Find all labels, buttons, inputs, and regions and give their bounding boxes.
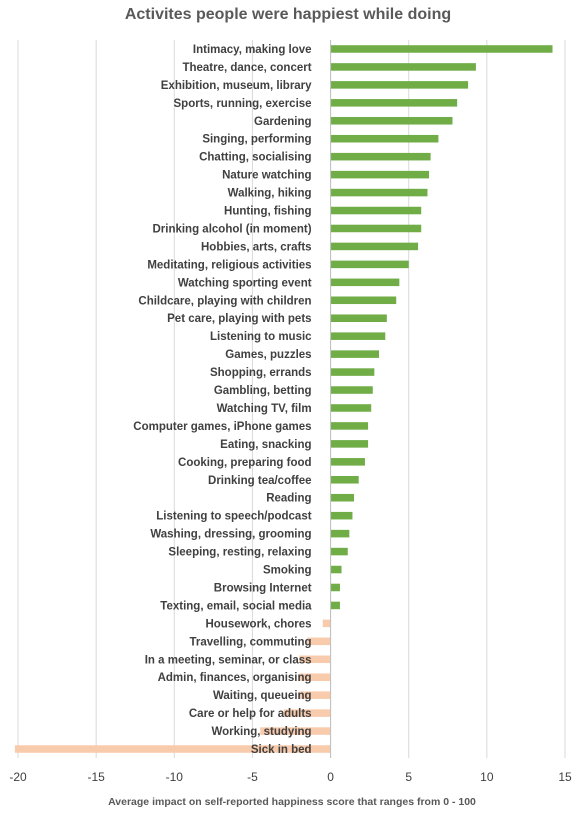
x-tick-label: -20 bbox=[9, 770, 27, 784]
bar bbox=[330, 458, 365, 466]
bar bbox=[330, 547, 348, 556]
category-label: Childcare, playing with children bbox=[138, 295, 311, 307]
x-tick-label: -10 bbox=[166, 770, 184, 784]
category-label: Sports, running, exercise bbox=[174, 98, 312, 110]
bar bbox=[330, 601, 340, 610]
category-label: Washing, dressing, grooming bbox=[150, 529, 311, 541]
bar bbox=[330, 188, 428, 197]
bar bbox=[330, 493, 355, 502]
bar bbox=[330, 583, 340, 592]
bar bbox=[330, 117, 453, 125]
bar bbox=[330, 45, 553, 53]
x-tick-label: 5 bbox=[405, 770, 412, 784]
category-label: Nature watching bbox=[222, 170, 311, 182]
category-label: Cooking, preparing food bbox=[178, 457, 312, 469]
category-label: Hobbies, arts, crafts bbox=[201, 241, 312, 253]
category-label: Travelling, commuting bbox=[190, 636, 312, 648]
bar bbox=[330, 314, 387, 322]
category-label: Singing, performing bbox=[202, 134, 311, 146]
bar bbox=[330, 224, 422, 233]
bar bbox=[260, 727, 331, 735]
x-tick-label: 15 bbox=[558, 770, 572, 784]
category-label: Drinking alcohol (in moment) bbox=[152, 223, 311, 235]
category-label: Watching TV, film bbox=[217, 403, 312, 415]
category-label: Listening to speech/podcast bbox=[156, 511, 311, 523]
bar bbox=[330, 206, 422, 215]
category-label: Walking, hiking bbox=[228, 188, 312, 200]
category-label: Intimacy, making love bbox=[193, 44, 312, 56]
bar bbox=[330, 529, 350, 538]
bar bbox=[330, 440, 369, 448]
category-label: Eating, snacking bbox=[220, 439, 311, 451]
category-label: Waiting, queueing bbox=[213, 690, 312, 702]
category-label: Pet care, playing with pets bbox=[167, 313, 311, 325]
category-label: Games, puzzles bbox=[225, 349, 311, 361]
category-label: Browsing Internet bbox=[214, 582, 312, 594]
bar bbox=[330, 368, 375, 376]
category-label: Housework, chores bbox=[205, 618, 311, 630]
category-label: Computer games, iPhone games bbox=[133, 421, 311, 433]
bar bbox=[330, 260, 409, 269]
bar bbox=[307, 637, 331, 646]
bar bbox=[330, 81, 469, 89]
bar bbox=[330, 99, 458, 107]
bar bbox=[330, 170, 430, 179]
bar bbox=[330, 404, 372, 412]
bar bbox=[299, 655, 331, 664]
bar bbox=[330, 278, 400, 287]
x-axis-label: Average impact on self-reported happines… bbox=[108, 796, 476, 808]
bar bbox=[283, 709, 331, 717]
category-label: Listening to music bbox=[210, 331, 312, 343]
category-label: Hunting, fishing bbox=[224, 206, 312, 218]
x-tick-label: 10 bbox=[480, 770, 494, 784]
bar bbox=[330, 511, 353, 520]
category-label: Shopping, errands bbox=[210, 367, 312, 379]
bar bbox=[330, 296, 397, 305]
category-label: Gambling, betting bbox=[214, 385, 312, 397]
category-label: Working, studying bbox=[211, 726, 311, 738]
bar bbox=[330, 152, 431, 161]
bar bbox=[330, 386, 373, 394]
category-label: Sick in bed bbox=[251, 744, 312, 756]
category-label: Exhibition, museum, library bbox=[161, 80, 312, 92]
category-label: In a meeting, seminar, or class bbox=[145, 654, 312, 666]
bar bbox=[330, 332, 386, 340]
category-label: Sleeping, resting, relaxing bbox=[168, 547, 311, 559]
category-label: Reading bbox=[266, 493, 311, 505]
bar bbox=[330, 422, 369, 430]
bar bbox=[330, 350, 380, 358]
bar bbox=[330, 63, 476, 71]
bar bbox=[330, 476, 359, 484]
category-label: Gardening bbox=[254, 116, 312, 128]
bar bbox=[330, 242, 419, 251]
chart-title: Activites people were happiest while doi… bbox=[124, 6, 452, 23]
bar bbox=[330, 565, 342, 574]
bar bbox=[14, 745, 331, 753]
x-tick-label: -5 bbox=[247, 770, 258, 784]
category-label: Meditating, religious activities bbox=[147, 259, 311, 271]
category-label: Theatre, dance, concert bbox=[182, 62, 311, 74]
category-label: Chatting, socialising bbox=[199, 152, 311, 164]
category-label: Care or help for adults bbox=[189, 708, 312, 720]
category-label: Texting, email, social media bbox=[160, 600, 312, 612]
bar bbox=[322, 619, 331, 628]
x-tick-label: -15 bbox=[87, 770, 105, 784]
x-tick-label: 0 bbox=[327, 770, 334, 784]
category-label: Drinking tea/coffee bbox=[208, 475, 312, 487]
bar bbox=[299, 691, 331, 699]
bar bbox=[299, 673, 331, 681]
category-label: Smoking bbox=[263, 565, 312, 577]
category-label: Admin, finances, organising bbox=[158, 672, 312, 684]
bar bbox=[330, 134, 439, 143]
category-label: Watching sporting event bbox=[178, 277, 312, 289]
